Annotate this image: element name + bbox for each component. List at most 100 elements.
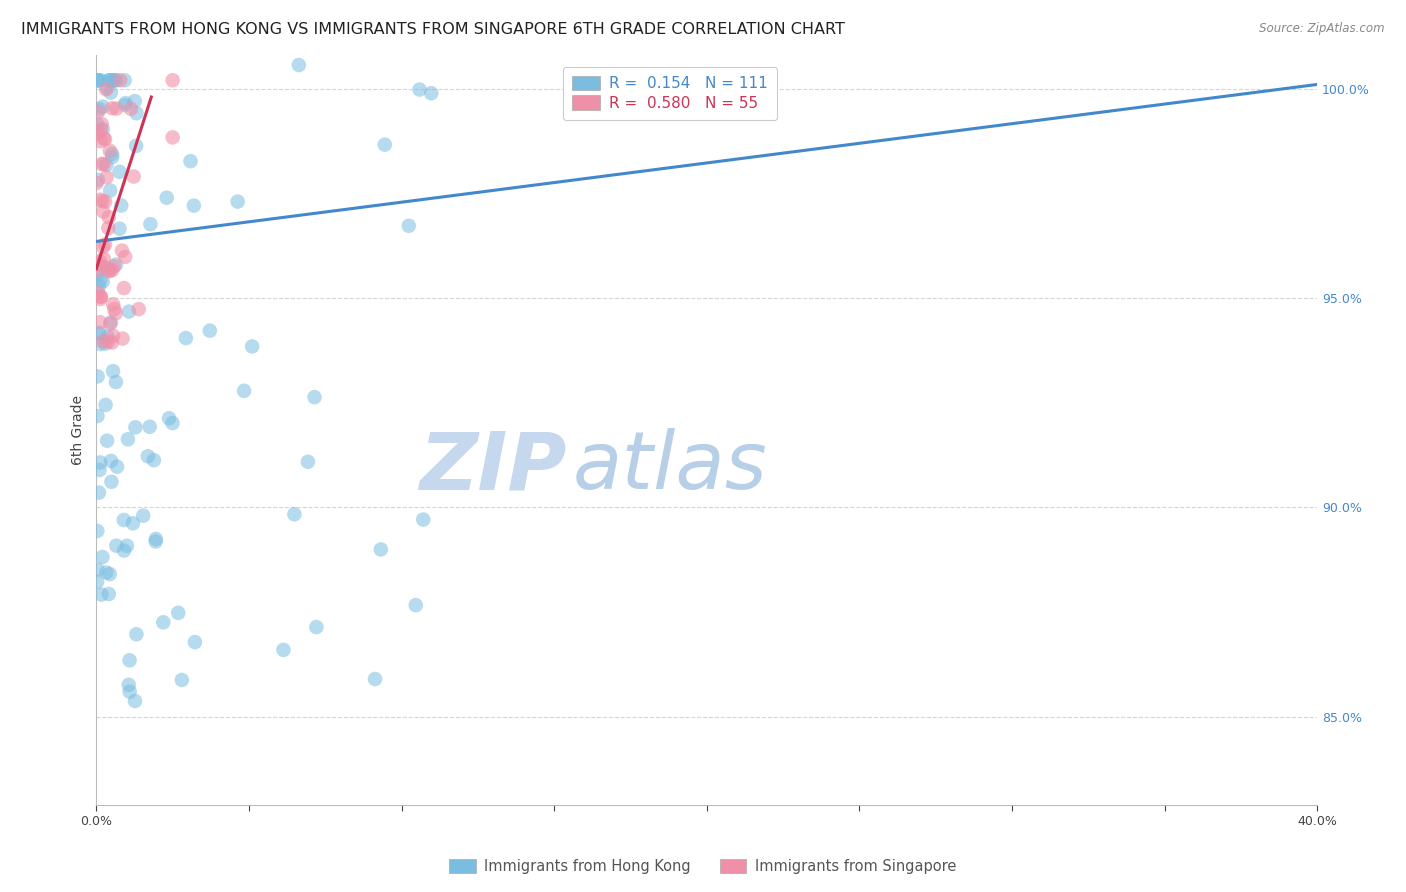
Point — [90, 588, 112, 602]
Point — [103, 301, 125, 316]
Point — [101, 150, 124, 164]
Point — [420, 86, 443, 100]
Point — [273, 643, 295, 657]
Point — [90, 117, 112, 131]
Point — [91, 122, 114, 136]
Point — [370, 542, 392, 557]
Point — [98, 263, 121, 277]
Point — [101, 263, 124, 277]
Point — [86, 369, 108, 384]
Point — [100, 475, 122, 489]
Point — [115, 539, 138, 553]
Point — [97, 211, 120, 225]
Point — [101, 335, 124, 350]
Point — [124, 94, 146, 108]
Point — [89, 73, 111, 87]
Point — [120, 102, 142, 116]
Point — [108, 73, 131, 87]
Point — [125, 627, 148, 641]
Point — [136, 450, 159, 464]
Text: IMMIGRANTS FROM HONG KONG VS IMMIGRANTS FROM SINGAPORE 6TH GRADE CORRELATION CHA: IMMIGRANTS FROM HONG KONG VS IMMIGRANTS … — [21, 22, 845, 37]
Point — [87, 279, 110, 293]
Text: atlas: atlas — [572, 428, 768, 507]
Point — [86, 117, 108, 131]
Point — [122, 169, 145, 184]
Point — [183, 199, 205, 213]
Point — [170, 673, 193, 687]
Point — [86, 73, 108, 87]
Point — [89, 102, 111, 116]
Point — [110, 198, 132, 212]
Point — [101, 328, 124, 343]
Point — [104, 73, 127, 87]
Point — [90, 157, 112, 171]
Point — [142, 453, 165, 467]
Point — [94, 194, 117, 209]
Point — [100, 454, 122, 468]
Point — [97, 334, 120, 349]
Point — [198, 324, 221, 338]
Point — [100, 86, 122, 100]
Point — [111, 332, 134, 346]
Point — [233, 384, 256, 398]
Point — [157, 411, 180, 425]
Point — [105, 459, 128, 474]
Point — [91, 100, 114, 114]
Point — [108, 221, 131, 235]
Point — [103, 259, 125, 273]
Point — [125, 138, 148, 153]
Point — [297, 455, 319, 469]
Point — [398, 219, 420, 233]
Point — [118, 678, 141, 692]
Point — [105, 258, 128, 272]
Point — [91, 194, 114, 208]
Point — [240, 339, 263, 353]
Point — [101, 101, 124, 115]
Point — [89, 315, 111, 329]
Point — [93, 260, 115, 275]
Point — [96, 170, 118, 185]
Point — [87, 257, 110, 271]
Point — [103, 73, 125, 87]
Point — [167, 606, 190, 620]
Point — [86, 176, 108, 190]
Point — [98, 317, 121, 331]
Point — [152, 615, 174, 630]
Point — [174, 331, 197, 345]
Point — [89, 337, 111, 351]
Point — [101, 297, 124, 311]
Point — [104, 306, 127, 320]
Point — [96, 81, 118, 95]
Point — [89, 273, 111, 287]
Point — [122, 516, 145, 531]
Text: ZIP: ZIP — [419, 428, 567, 507]
Point — [412, 512, 434, 526]
Point — [114, 73, 136, 87]
Point — [226, 194, 249, 209]
Point — [86, 524, 108, 538]
Point — [364, 672, 387, 686]
Point — [87, 263, 110, 277]
Point — [97, 221, 120, 235]
Point — [114, 98, 136, 112]
Point — [89, 254, 111, 268]
Point — [405, 598, 427, 612]
Point — [96, 566, 118, 580]
Point — [118, 684, 141, 698]
Point — [86, 126, 108, 140]
Point — [124, 694, 146, 708]
Point — [117, 432, 139, 446]
Point — [112, 543, 135, 558]
Point — [91, 240, 114, 254]
Point — [91, 204, 114, 219]
Point — [86, 574, 108, 589]
Point — [90, 290, 112, 304]
Point — [89, 292, 111, 306]
Legend: R =  0.154   N = 111, R =  0.580   N = 55: R = 0.154 N = 111, R = 0.580 N = 55 — [564, 67, 778, 120]
Point — [93, 157, 115, 171]
Point — [94, 132, 117, 146]
Point — [93, 131, 115, 145]
Point — [96, 434, 118, 448]
Point — [374, 137, 396, 152]
Point — [89, 327, 111, 342]
